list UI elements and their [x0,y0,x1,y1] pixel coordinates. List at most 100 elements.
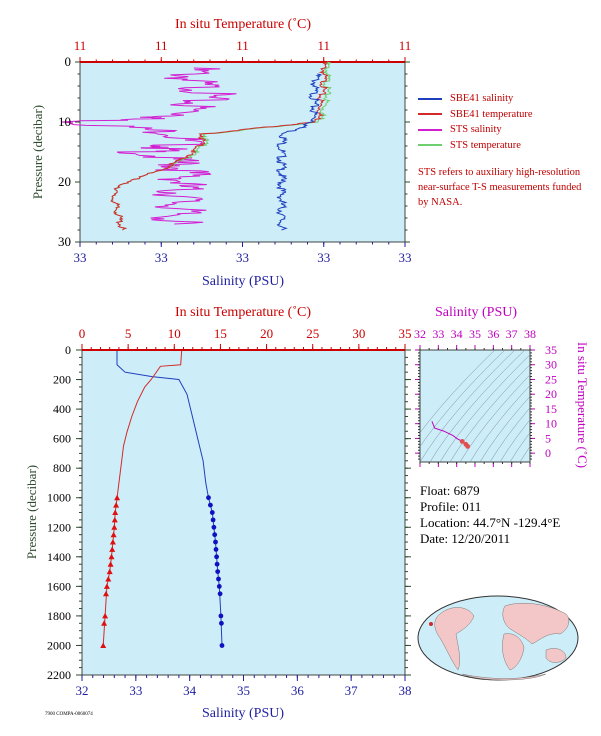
ts-isopycnal [420,350,506,447]
main-sal-label: Salinity (PSU) [202,706,284,721]
map-land-eurasia [502,602,570,645]
main-temp-tick-label: 25 [306,326,319,341]
salinity-point [213,539,218,545]
legend-item: SBE41 salinity [418,91,533,107]
temperature-point [105,576,112,582]
map-land-antarctica [461,673,547,681]
ts-sal-tick-label: 36 [487,327,499,341]
top-pressure-tick-label: 0 [65,54,72,69]
salinity-point [219,620,224,626]
salinity-point [209,510,215,515]
ts-sal-tick-label: 34 [451,327,463,341]
ts-temp-tick-label: 30 [545,358,557,372]
main-pressure-tick-label: 1600 [47,579,71,593]
world-map [417,595,579,681]
legend: SBE41 salinity SBE41 temperature STS sal… [418,91,533,153]
main-temp-tick-label: 35 [399,326,412,341]
temperature-point [108,553,115,560]
temperature-point [110,531,117,538]
main-pressure-tick-label: 1000 [47,491,71,505]
temperature-point [111,516,118,523]
temperature-point [101,620,108,626]
salinity-point [212,532,218,538]
ts-sal-tick-label: 38 [524,327,536,341]
temperature-point [109,539,116,545]
salinity-point [214,561,220,567]
ts-temp-tick-label: 20 [545,387,557,401]
main-sal-tick-label: 33 [129,683,142,698]
main-pressure-tick-label: 1200 [47,520,71,534]
main-pressure-tick-label: 600 [53,432,71,446]
top-temp-tick-label: 11 [236,38,249,53]
legend-swatch-sbe41-salinity [418,97,442,100]
ts-isopycnal [420,350,496,434]
float-id: Float: 6879 [420,483,480,498]
main-temp-tick-label: 0 [79,326,86,341]
ts-sal-tick-label: 32 [414,327,426,341]
top-temp-tick-label: 11 [74,38,87,53]
float-info: Float: 6879 Profile: 011 Location: 44.7°… [420,483,560,547]
ts-isopycnal [489,407,530,462]
salinity-point [210,517,216,523]
temperature-point [100,642,107,648]
temperature-point [113,502,120,508]
salinity-point [218,613,224,619]
ts-isopycnal [420,350,516,462]
main-pressure-tick-label: 200 [53,373,71,387]
temperature-point [107,561,114,567]
ts-temp-tick-label: 35 [545,343,557,357]
salinity-point [208,502,213,508]
top-sal-tick-label: 33 [236,250,249,265]
ts-isopycnal [469,385,530,462]
map-land-americas [434,607,475,671]
temperature-point [102,612,109,619]
near-surface-chart: 11 11 11 11 11 33 33 33 33 33 0 10 20 30 In situ Temp… [30,17,412,289]
legend-label: SBE41 temperature [450,108,533,120]
ts-temp-tick-label: 25 [545,372,557,386]
salinity-point [217,591,223,597]
top-sal-tick-label: 33 [317,250,330,265]
profile-number: Profile: 011 [420,499,482,514]
main-axes-group: 0 5 10 15 20 25 30 35 32 33 34 35 36 37 38 0 200 400 600 80… [47,326,412,698]
top-pressure-tick-label: 20 [58,174,71,189]
top-temp-title: In situ Temperature (˚C) [175,17,311,32]
map-land-australia [545,648,567,663]
main-sal-tick-label: 32 [76,683,89,698]
main-temp-tick-label: 15 [214,326,227,341]
main-sal-tick-label: 35 [237,683,250,698]
ts-isopycnal [439,354,530,462]
ts-temp-tick-label: 15 [545,402,557,416]
top-axes-group: 11 11 11 11 11 33 33 33 33 33 0 10 20 30 [58,38,412,265]
main-pressure-tick-label: 2200 [47,668,71,682]
legend-swatch-sbe41-temperature [418,113,442,116]
main-pressure-tick-label: 800 [53,461,71,475]
salinity-point [215,569,221,574]
main-sal-tick-label: 37 [345,683,359,698]
main-plot-area [81,349,406,676]
top-temp-tick-label: 11 [399,38,412,53]
salinity-point [214,554,220,560]
main-pressure-tick-label: 1400 [47,550,71,564]
footer-id: 7900 COMPA-0060074 [45,712,93,717]
ts-isopycnal [449,364,530,462]
ts-sal-tick-label: 37 [506,327,518,341]
salinity-point [219,643,225,648]
temperature-point [103,583,110,589]
ts-plot-area [419,349,531,463]
main-pressure-tick-label: 400 [53,402,71,416]
ts-series-group [431,421,471,449]
legend-swatch-sts-salinity [418,128,442,131]
main-series-group [100,349,225,648]
top-pressure-tick-label: 30 [58,234,71,249]
ts-point [465,444,471,449]
float-location-marker [429,622,433,626]
legend-label: STS salinity [450,124,502,135]
ts-isopycnal [479,395,530,462]
main-temp-tick-label: 30 [352,326,365,341]
main-temp-title: In situ Temperature (˚C) [175,305,311,320]
top-series-group [61,61,332,231]
top-pressure-tick-label: 10 [58,114,71,129]
